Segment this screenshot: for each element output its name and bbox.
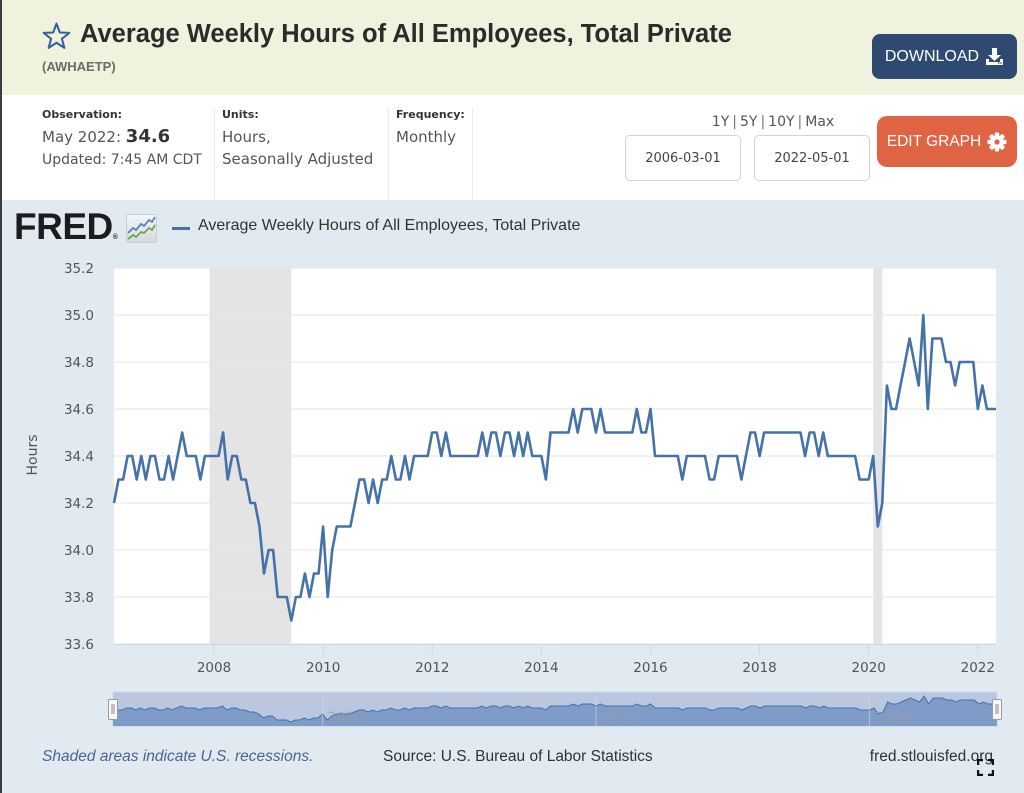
data-source: Source: U.S. Bureau of Labor Statistics: [383, 748, 653, 765]
x-tick-label: 2020: [852, 660, 886, 676]
x-tick-label: 2012: [415, 660, 449, 676]
divider: [472, 108, 473, 200]
navigator-label: 2015: [601, 710, 637, 726]
edit-graph-label: EDIT GRAPH: [886, 132, 982, 150]
recession-note: Shaded areas indicate U.S. recessions.: [42, 748, 314, 765]
y-tick-label: 34.2: [64, 496, 94, 512]
handle-body[interactable]: [992, 699, 1002, 720]
window-edge: [0, 0, 2, 793]
fred-logo[interactable]: FRED®: [14, 205, 118, 260]
y-tick-label: 34.4: [64, 449, 94, 465]
star-outline-icon[interactable]: [41, 21, 72, 51]
frequency-label: Frequency:: [396, 108, 465, 121]
series-id: (AWHAETP): [42, 59, 116, 74]
legend-swatch: [172, 227, 190, 230]
fullscreen-icon[interactable]: [977, 759, 994, 776]
edit-graph-button[interactable]: EDIT GRAPH: [877, 116, 1017, 167]
preset-max[interactable]: Max: [805, 114, 835, 130]
range-navigator[interactable]: 2010 2015 2020: [108, 691, 1002, 727]
download-button[interactable]: DOWNLOAD: [872, 34, 1017, 79]
x-tick-label: 2014: [524, 660, 558, 676]
navigator-label: 2020: [874, 710, 910, 726]
preset-separator: |: [797, 114, 803, 130]
series-layer: [112, 313, 996, 622]
plot-area: [114, 267, 996, 645]
y-axis-title: Hours: [25, 434, 41, 475]
x-tick-label: 2008: [197, 660, 231, 676]
y-tick-label: 34.0: [64, 543, 94, 559]
legend-label: Average Weekly Hours of All Employees, T…: [198, 217, 581, 234]
navigator-left-handle[interactable]: [108, 699, 118, 720]
preset-1y[interactable]: 1Y: [711, 114, 730, 130]
units-label: Units:: [222, 108, 259, 121]
download-button-label: DOWNLOAD: [884, 47, 980, 65]
frequency-value: Monthly: [396, 128, 457, 146]
series-info: Observation: May 2022: 34.6 Updated: 7:4…: [0, 95, 1024, 200]
x-tick-label: 2016: [633, 660, 667, 676]
y-tick-label: 33.6: [64, 637, 94, 653]
axes: 33.6 33.8 34.0 34.2 34.4 34.6 34.8 35.0 35.2 2008…: [25, 261, 996, 676]
observation-value: May 2022: 34.6: [42, 126, 202, 148]
navigator-right-handle[interactable]: [992, 699, 1002, 720]
units-line-1: Hours,: [222, 128, 271, 146]
series-line[interactable]: [112, 313, 996, 622]
y-tick-label: 35.2: [64, 261, 94, 277]
y-tick-label: 34.8: [64, 355, 94, 371]
fred-graph-logo-icon: [126, 214, 157, 243]
observation-date: May 2022:: [42, 128, 122, 146]
logo-registered: ®: [112, 234, 118, 241]
observation-label: Observation:: [42, 108, 123, 121]
observation-number: 34.6: [125, 126, 171, 147]
fred-site-link[interactable]: fred.stlouisfed.org: [869, 748, 993, 765]
y-tick-label: 33.8: [64, 590, 94, 606]
preset-separator: |: [760, 114, 766, 130]
units-line-2: Seasonally Adjusted: [222, 150, 374, 168]
x-tick-label: 2018: [742, 660, 776, 676]
end-date-input[interactable]: [754, 135, 870, 181]
updated-time: Updated: 7:45 AM CDT: [42, 152, 202, 168]
units-block: Units: Hours, Seasonally Adjusted: [222, 108, 373, 170]
divider: [214, 108, 215, 200]
divider: [388, 108, 389, 200]
observation-block: Observation: May 2022: 34.6 Updated: 7:4…: [42, 108, 202, 172]
download-icon: [986, 48, 1004, 65]
gear-icon: [987, 132, 1007, 151]
navigator-series-area: [113, 696, 997, 726]
y-tick-label: 35.0: [64, 308, 94, 324]
x-tick-label: 2010: [306, 660, 340, 676]
preset-10y[interactable]: 10Y: [768, 114, 795, 130]
line-chart: 33.6 33.8 34.0 34.2 34.4 34.6 34.8 35.0 35.2 2008…: [25, 261, 1002, 727]
preset-separator: |: [732, 114, 737, 130]
preset-5y[interactable]: 5Y: [739, 114, 758, 130]
frequency-block: Frequency: Monthly: [396, 108, 465, 148]
navigator-series-line: [112, 695, 997, 723]
x-tick-label: 2022: [961, 660, 995, 676]
navigator-label: 2010: [328, 710, 364, 726]
start-date-input[interactable]: [625, 135, 741, 181]
y-tick-label: 34.6: [64, 402, 94, 418]
range-presets: 1Y | 5Y | 10Y | Max: [690, 114, 856, 130]
logo-text: FRED: [14, 206, 113, 247]
handle-body[interactable]: [108, 699, 118, 720]
page-title: Average Weekly Hours of All Employees, T…: [80, 20, 732, 48]
series-header: Average Weekly Hours of All Employees, T…: [0, 0, 1024, 95]
